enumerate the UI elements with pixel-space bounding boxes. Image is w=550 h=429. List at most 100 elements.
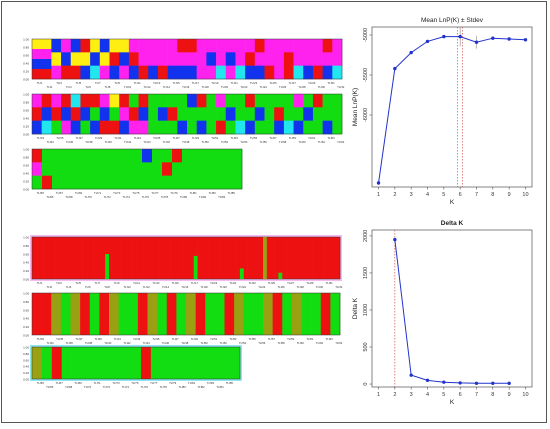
- structure-bar-segment: [245, 107, 256, 121]
- structure-bar-segment: [105, 254, 109, 279]
- structure-bar-segment: [192, 162, 203, 176]
- structure-bar: [186, 293, 196, 335]
- sample-label: TLf55: [249, 337, 257, 341]
- sample-label: TLf57: [268, 337, 276, 341]
- sample-label: TLf65: [37, 381, 45, 385]
- structure-bar-segment: [274, 39, 285, 53]
- structure-bar: [116, 237, 121, 279]
- data-point: [393, 66, 397, 71]
- x-tick-label: 9: [508, 392, 511, 398]
- sample-label: TLf56: [260, 140, 268, 144]
- structure-bar-segment: [216, 65, 227, 80]
- structure-bar-segment: [52, 162, 63, 176]
- y-tick-label: 0.80: [23, 352, 29, 356]
- structure-bar-segment: [62, 175, 73, 190]
- structure-bar-segment: [177, 52, 188, 66]
- structure-bar-segment: [225, 65, 236, 80]
- structure-bar-segment: [239, 268, 244, 279]
- structure-bar-segment: [193, 255, 198, 279]
- structure-bar-segment: [303, 52, 314, 66]
- y-tick-label: 0.60: [23, 109, 29, 113]
- sample-label: TLf41: [114, 136, 122, 140]
- structure-bar-segment: [312, 120, 323, 135]
- structure-bar: [41, 347, 53, 379]
- sample-label: TLf46: [162, 341, 170, 345]
- structure-bar-segment: [41, 49, 52, 60]
- structure-bar-segment: [132, 162, 143, 176]
- structure-bar: [39, 237, 44, 279]
- structure-bar: [51, 237, 56, 279]
- sample-label: TLf45: [153, 136, 161, 140]
- structure-bar: [166, 293, 177, 335]
- structure-bar: [293, 237, 298, 279]
- structure-bar-segment: [119, 39, 130, 53]
- structure-bar-segment: [303, 65, 314, 80]
- structure-bar: [60, 293, 71, 335]
- structure-bar-segment: [182, 175, 193, 190]
- structure-bar-segment: [225, 107, 236, 121]
- structure-bar-segment: [254, 52, 265, 66]
- structure-bar-segment: [303, 107, 314, 121]
- structure-bar: [93, 237, 98, 279]
- sample-label: TLf26: [277, 285, 285, 289]
- structure-bar-segment: [216, 120, 227, 135]
- structure-bar-segment: [62, 162, 73, 176]
- structure-bar-segment: [119, 65, 130, 80]
- structure-bar-segment: [332, 94, 343, 108]
- sample-label: TLf5: [76, 81, 82, 85]
- structure-bar: [170, 347, 181, 379]
- sample-label: TLf45: [152, 337, 160, 341]
- structure-bar-segment: [42, 149, 53, 163]
- sample-label: TLf12: [143, 85, 151, 89]
- structure-bar: [89, 293, 100, 335]
- structure-bar: [101, 237, 106, 279]
- structure-bar: [320, 237, 325, 279]
- structure-bar-segment: [51, 107, 62, 121]
- x-tick-label: 4: [426, 192, 429, 198]
- structure-bar-segment: [41, 69, 52, 80]
- structure-bar-segment: [167, 52, 178, 66]
- structure-bar: [74, 237, 79, 279]
- y-tick-label: 0.40: [23, 117, 29, 121]
- structure-bar: [210, 347, 221, 379]
- structure-bar-segment: [216, 39, 227, 53]
- structure-bar-segment: [187, 52, 197, 66]
- structure-bar-segment: [128, 94, 139, 108]
- structure-bar-segment: [182, 149, 193, 163]
- data-point: [458, 34, 462, 39]
- sample-label: TLf54: [240, 140, 248, 144]
- structure-bar-segment: [109, 52, 120, 66]
- structure-bar-segment: [167, 107, 178, 121]
- y-tick-label: 0.80: [23, 46, 29, 50]
- data-point: [409, 50, 413, 55]
- structure-bar-segment: [61, 52, 72, 66]
- structure-bar: [112, 237, 117, 279]
- structure-bar: [147, 293, 158, 335]
- structure-bar-segment: [132, 149, 143, 163]
- structure-bar-segment: [102, 162, 113, 176]
- sample-label: TLf62: [318, 140, 326, 144]
- sample-label: TLf58: [277, 341, 285, 345]
- sample-label: TLf52: [220, 341, 228, 345]
- structure-bar-segment: [235, 52, 246, 66]
- structure-bar: [282, 237, 287, 279]
- sample-label: TLf47: [172, 136, 180, 140]
- sample-label: TLf24: [260, 85, 268, 89]
- structure-bar-segment: [192, 175, 203, 190]
- sample-label: TLf27: [287, 281, 295, 285]
- structure-bar-segment: [264, 107, 275, 121]
- structure-bar: [255, 237, 260, 279]
- structure-bar: [101, 347, 112, 379]
- figure-frame: 1.00 0.80 0.60 0.40 0.20 0.00 TLf1 TLf3 TLf5 TLf7…: [1, 1, 547, 423]
- structure-bar-segment: [245, 120, 256, 135]
- structure-bar-segment: [312, 39, 323, 53]
- sample-label: TLf69: [75, 191, 83, 195]
- structure-bar-segment: [222, 175, 233, 190]
- structure-bar-segment: [128, 39, 139, 53]
- structure-bar: [243, 293, 254, 335]
- structure-bar-segment: [99, 39, 110, 53]
- structure-bar: [111, 347, 122, 379]
- structure-bar-segment: [245, 94, 256, 108]
- sample-label: TLf3: [56, 81, 62, 85]
- y-tick-label: 0.00: [23, 133, 29, 137]
